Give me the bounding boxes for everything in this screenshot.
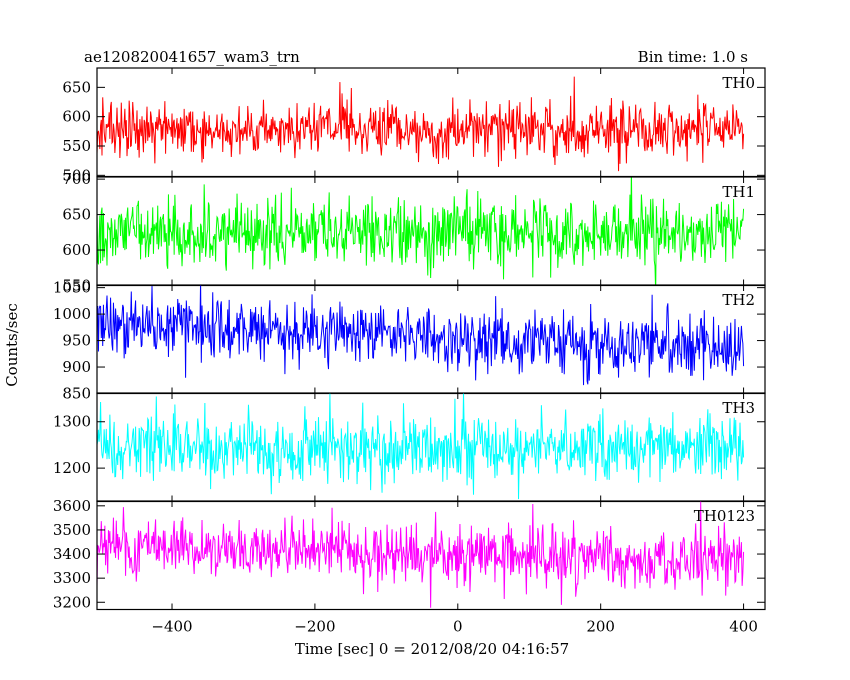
y-tick-label: 700 [62,170,91,188]
y-tick-label: 1200 [53,459,91,477]
x-tick-label: −200 [294,618,335,636]
panel-th3: 1200 1300 TH3 [53,392,766,503]
panel-frame [96,500,766,611]
y-tick-label: 3400 [53,545,91,563]
panels-group: 500 550 600 650 TH0 550 600 650 700 TH1 850 900 950 1… [53,67,766,611]
panel-label-th3: TH3 [722,399,755,417]
panel-label-th1: TH1 [722,183,755,201]
y-tick-label: 3200 [53,593,91,611]
chart-title: ae120820041657_wam3_trn [84,48,300,66]
series-line-th3 [97,393,745,500]
y-tick-label: 1050 [53,279,91,297]
x-tick-label: 200 [586,618,615,636]
y-tick-label: 550 [62,277,91,295]
y-tick-label: 550 [62,137,91,155]
series-line-th2 [97,285,745,386]
y-tick-label: 900 [62,358,91,376]
panel-th1: 550 600 650 700 TH1 [62,170,766,295]
y-tick-label: 3600 [53,497,91,515]
y-tick-label: 500 [62,166,91,184]
y-tick-label: 850 [62,385,91,403]
series-line-th0123 [97,501,745,608]
x-tick-label: 400 [729,618,758,636]
y-tick-label: 3300 [53,569,91,587]
x-tick-label: −400 [151,618,192,636]
series-line-th0 [97,76,745,172]
y-tick-label: 950 [62,332,91,350]
y-tick-label: 1000 [53,305,91,323]
panel-th0123: 3200 3300 3400 3500 3600 TH0123 [53,497,766,611]
y-tick-label: 600 [62,108,91,126]
x-axis-label: Time [sec] 0 = 2012/08/20 04:16:57 [295,640,569,658]
panel-th0: 500 550 600 650 TH0 [62,67,766,184]
x-tick-label: 0 [453,618,463,636]
panel-label-th0: TH0 [722,74,755,92]
panel-label-th2: TH2 [722,291,755,309]
y-tick-label: 1300 [53,413,91,431]
y-tick-label: 3500 [53,521,91,539]
bin-time-label: Bin time: 1.0 s [638,48,748,66]
x-axis: −400 −200 0 200 400 [151,618,757,636]
panel-th2: 850 900 950 1000 1050 TH2 [53,279,766,403]
y-tick-label: 650 [62,78,91,96]
y-axis-label: Counts/sec [3,303,21,387]
panel-label-th0123: TH0123 [694,507,755,525]
y-tick-label: 650 [62,206,91,224]
series-line-th1 [97,177,745,286]
y-tick-label: 600 [62,241,91,259]
